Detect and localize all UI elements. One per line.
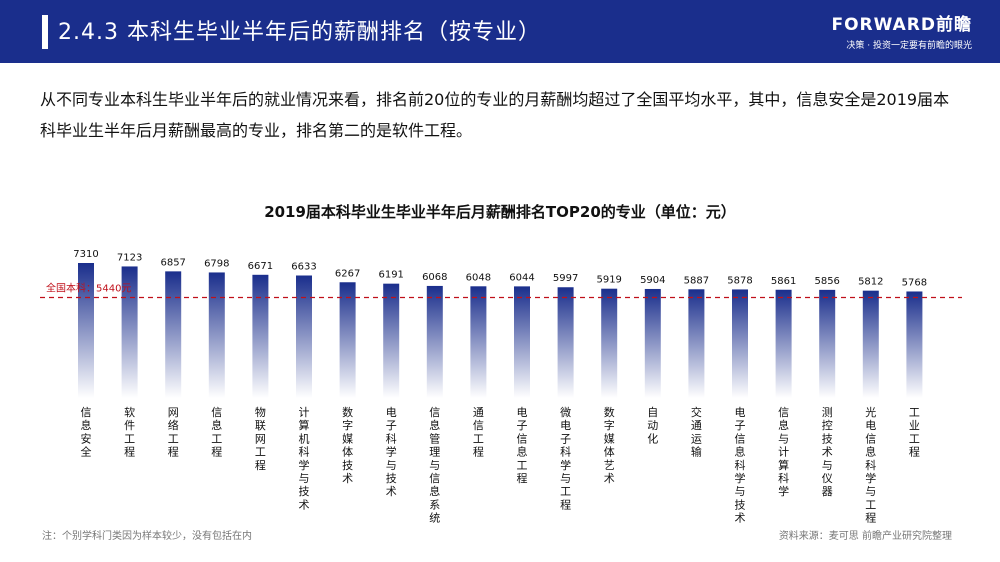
bar-10 — [470, 286, 487, 398]
bar-14 — [644, 288, 661, 398]
category-label-15: 交通运输 — [691, 405, 702, 459]
category-label-12: 微电子科学与工程 — [560, 405, 571, 511]
national-average-label: 全国本科：5440元 — [46, 282, 131, 295]
category-label-9: 信息管理与信息系统 — [429, 406, 440, 525]
bar-16 — [732, 289, 748, 398]
bar-1 — [78, 263, 94, 398]
data-label-5: 6671 — [248, 261, 273, 272]
data-label-19: 5812 — [858, 277, 883, 288]
data-label-8: 6191 — [378, 270, 403, 281]
data-label-4: 6798 — [204, 258, 229, 269]
category-label-14: 自动化 — [647, 406, 658, 445]
category-label-10: 通信工程 — [473, 406, 484, 459]
data-label-15: 5887 — [684, 275, 709, 286]
data-label-9: 6068 — [422, 272, 447, 283]
bar-20 — [906, 291, 923, 398]
brand-slogan: 决策 · 投资一定要有前瞻的眼光 — [846, 41, 972, 51]
bar-17 — [775, 289, 792, 398]
chart-title: 2019届本科毕业生毕业半年后月薪酬排名TOP20的专业（单位：元） — [264, 203, 736, 221]
data-label-10: 6048 — [466, 272, 491, 283]
bar-8 — [383, 283, 400, 398]
category-label-19: 光电信息科学与工程 — [865, 405, 876, 525]
category-label-20: 工业工程 — [909, 406, 920, 459]
source-note: 资料来源：麦可思 前瞻产业研究院整理 — [778, 531, 952, 542]
intro-paragraph: 从不同专业本科生毕业半年后的就业情况来看，排名前20位的专业的月薪酬均超过了全国… — [40, 90, 950, 140]
bar-6 — [296, 275, 312, 398]
data-label-13: 5919 — [596, 275, 621, 286]
data-label-7: 6267 — [335, 268, 360, 279]
data-label-2: 7123 — [117, 252, 142, 263]
data-label-3: 6857 — [160, 257, 185, 268]
data-label-12: 5997 — [553, 273, 578, 284]
data-label-14: 5904 — [640, 275, 665, 286]
data-label-17: 5861 — [771, 276, 796, 287]
category-label-5: 物联网工程 — [255, 405, 266, 472]
page-title: 2.4.3 本科生毕业半年后的薪酬排名（按专业） — [58, 20, 541, 45]
bar-4 — [208, 272, 225, 398]
bar-11 — [514, 286, 530, 398]
category-label-11: 电子信息工程 — [517, 406, 528, 485]
bar-15 — [688, 289, 705, 398]
category-label-13: 数字媒体艺术 — [604, 406, 615, 485]
category-label-1: 信息安全 — [81, 406, 92, 459]
category-label-7: 数字媒体技术 — [342, 406, 353, 485]
data-label-18: 5856 — [814, 276, 839, 287]
category-label-8: 电子科学与技术 — [386, 406, 397, 498]
category-label-3: 网络工程 — [168, 406, 179, 459]
bar-18 — [819, 289, 836, 398]
bar-13 — [601, 288, 618, 398]
bar-3 — [165, 271, 182, 398]
footnote: 注：个别学科门类因为样本较少，没有包括在内 — [42, 531, 252, 542]
bar-7 — [339, 282, 356, 398]
bar-12 — [557, 287, 574, 398]
header-bar: 2.4.3 本科生毕业半年后的薪酬排名（按专业） FORWARD前瞻 决策 · … — [0, 0, 1000, 63]
brand-logo: FORWARD前瞻 决策 · 投资一定要有前瞻的眼光 — [831, 10, 972, 51]
data-label-6: 6633 — [291, 262, 316, 273]
bar-5 — [252, 274, 269, 398]
bar-2 — [121, 266, 138, 398]
data-label-16: 5878 — [727, 275, 752, 286]
category-label-16: 电子信息科学与技术 — [735, 406, 746, 525]
bar-19 — [862, 290, 879, 398]
category-label-18: 测控技术与仪器 — [822, 406, 833, 498]
header-accent-bar — [42, 15, 48, 49]
data-label-1: 7310 — [73, 249, 98, 260]
bar-9 — [426, 285, 443, 398]
category-label-2: 软件工程 — [124, 405, 135, 459]
category-label-17: 信息与计算科学 — [778, 406, 789, 498]
category-label-4: 信息工程 — [211, 406, 222, 459]
data-label-20: 5768 — [902, 277, 927, 288]
category-label-6: 计算机科学与技术 — [299, 406, 310, 511]
data-label-11: 6044 — [509, 272, 534, 283]
brand-name: FORWARD前瞻 — [831, 15, 972, 35]
